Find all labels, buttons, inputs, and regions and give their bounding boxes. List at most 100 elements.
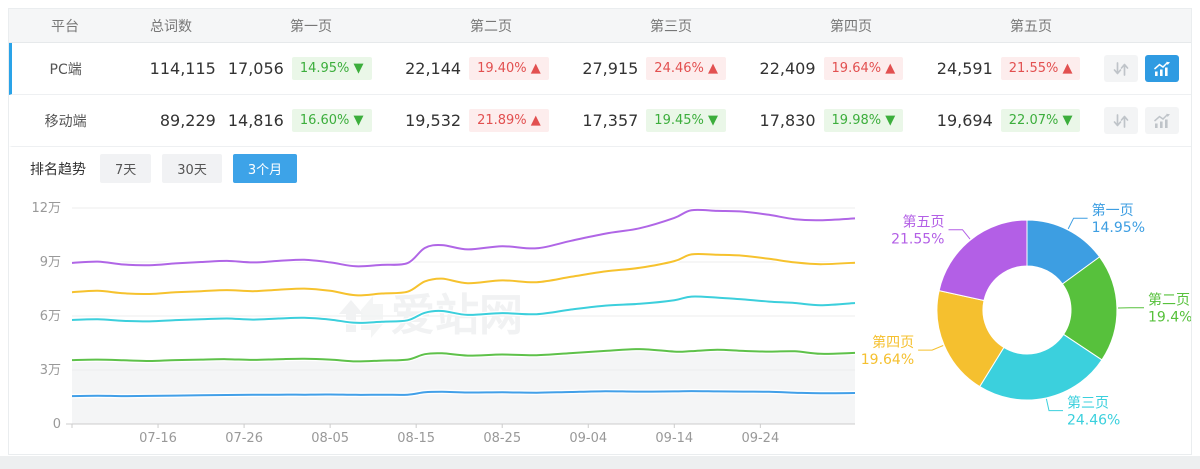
donut-label-percent: 24.46%	[1067, 413, 1120, 429]
sort-arrows-button[interactable]	[1104, 55, 1138, 82]
line-第五页	[71, 208, 856, 268]
y-axis-label: 6万	[40, 309, 61, 324]
header-page-1: 第一页	[290, 18, 332, 35]
donut-leader-line	[918, 345, 944, 351]
page2-cell: 19,532 21.89% ▲	[395, 109, 572, 132]
page4-count: 22,409	[759, 59, 816, 78]
line-halo-第五页	[71, 207, 856, 269]
page1-count: 17,056	[227, 59, 284, 78]
donut-leader-line	[948, 229, 971, 240]
donut-label-percent: 19.4%	[1148, 310, 1191, 326]
line-第一页	[71, 390, 856, 398]
donut-label-name: 第一页	[1092, 202, 1134, 219]
y-axis-label: 3万	[40, 363, 61, 378]
x-axis-label: 08-05	[311, 431, 349, 446]
line-第四页	[71, 253, 856, 297]
donut-slice-第四页	[936, 290, 1005, 388]
page1-change-badge: 16.60% ▼	[291, 109, 372, 132]
page3-cell: 27,915 24.46% ▲	[572, 57, 749, 80]
page4-cell: 22,409 19.64% ▲	[750, 57, 927, 80]
header-page-2: 第二页	[470, 18, 512, 35]
page4-change-badge: 19.64% ▲	[823, 57, 904, 80]
table-header-row: 平台 总词数 第一页 第二页 第三页 第四页 第五页	[9, 9, 1191, 43]
page1-change-badge: 14.95% ▼	[291, 57, 372, 80]
trend-chart-button[interactable]	[1145, 107, 1179, 134]
page5-change-badge: 22.07% ▼	[1000, 109, 1081, 132]
page5-count: 24,591	[936, 59, 993, 78]
page-share-donut-chart: 第一页 14.95% 第二页 19.4% 第三页 24.46% 第四页 19.64% 第五页 21…	[861, 190, 1193, 454]
trend-chart-icon	[1154, 61, 1170, 76]
sort-arrows-button[interactable]	[1104, 107, 1138, 134]
header-platform: 平台	[51, 18, 79, 35]
page2-change-badge: 19.40% ▲	[469, 57, 549, 80]
page1-cell: 17,056 14.95% ▼	[218, 57, 395, 80]
donut-label-name: 第三页	[1067, 395, 1109, 412]
tab-7days[interactable]: 7天	[100, 154, 152, 183]
page3-count: 27,915	[582, 59, 639, 78]
page5-cell: 19,694 22.07% ▼	[927, 109, 1104, 132]
total-words-value: 89,229	[159, 111, 216, 130]
donut-slice-第三页	[979, 333, 1103, 401]
donut-leader-line	[1067, 217, 1088, 230]
trend-chart-button[interactable]	[1145, 55, 1179, 82]
header-page-3: 第三页	[650, 18, 692, 35]
page4-count: 17,830	[759, 111, 816, 130]
table-row-mobile[interactable]: 移动端 89,229 14,816 16.60% ▼ 19,532 21.89%…	[9, 95, 1191, 147]
y-axis-label: 12万	[31, 201, 61, 216]
trend-line-chart: 爱站网 0 3万 6万 9万 12万 07-16 07-26 08-05 08-15 08-25 09…	[9, 190, 861, 454]
page5-count: 19,694	[936, 111, 993, 130]
page1-count: 14,816	[227, 111, 284, 130]
y-axis-label: 0	[53, 417, 61, 432]
page2-count: 19,532	[405, 111, 462, 130]
line-第二页	[71, 348, 856, 363]
page3-cell: 17,357 19.45% ▼	[572, 109, 749, 132]
sort-arrows-icon	[1113, 113, 1129, 128]
donut-label-percent: 21.55%	[891, 232, 944, 248]
donut-label-percent: 19.64%	[861, 352, 914, 368]
page5-cell: 24,591 21.55% ▲	[927, 57, 1104, 80]
trend-title: 排名趋势	[30, 161, 86, 178]
page3-change-badge: 19.45% ▼	[646, 109, 726, 132]
x-axis-label: 09-14	[655, 431, 693, 446]
x-axis-label: 07-26	[225, 431, 263, 446]
keyword-rank-dashboard: 平台 总词数 第一页 第二页 第三页 第四页 第五页 PC端 114,115 1…	[0, 0, 1200, 456]
page4-change-badge: 19.98% ▼	[823, 109, 904, 132]
donut-label-percent: 14.95%	[1092, 220, 1145, 236]
rank-card: 平台 总词数 第一页 第二页 第三页 第四页 第五页 PC端 114,115 1…	[8, 8, 1192, 455]
platform-label: 移动端	[44, 113, 87, 130]
page3-count: 17,357	[582, 111, 639, 130]
total-words-value: 114,115	[149, 59, 216, 78]
rank-table: 平台 总词数 第一页 第二页 第三页 第四页 第五页 PC端 114,115 1…	[9, 9, 1191, 147]
area-fill	[72, 349, 855, 424]
page1-cell: 14,816 16.60% ▼	[218, 109, 395, 132]
page2-change-badge: 21.89% ▲	[469, 109, 549, 132]
y-axis-label: 9万	[40, 255, 61, 270]
table-row-pc[interactable]: PC端 114,115 17,056 14.95% ▼ 22,144 19.40…	[9, 43, 1191, 95]
header-total-words: 总词数	[150, 18, 192, 35]
charts-area: 爱站网 0 3万 6万 9万 12万 07-16 07-26 08-05 08-15 08-25 09…	[9, 190, 1193, 454]
donut-label-name: 第五页	[902, 214, 944, 231]
trend-toolbar: 排名趋势 7天 30天 3个月	[9, 147, 1191, 190]
x-axis-label: 09-04	[569, 431, 607, 446]
x-axis-label: 08-15	[397, 431, 435, 446]
donut-label-name: 第四页	[872, 334, 914, 351]
donut-slice-第五页	[938, 219, 1028, 302]
trend-chart-icon	[1154, 113, 1170, 128]
page3-change-badge: 24.46% ▲	[646, 57, 726, 80]
donut-leader-line	[1045, 398, 1063, 412]
header-page-5: 第五页	[1010, 18, 1052, 35]
line-第三页	[71, 295, 856, 324]
tab-30days[interactable]: 30天	[162, 154, 222, 183]
x-axis-label: 07-16	[139, 431, 177, 446]
page5-change-badge: 21.55% ▲	[1000, 57, 1081, 80]
sort-arrows-icon	[1113, 61, 1129, 76]
page4-cell: 17,830 19.98% ▼	[750, 109, 927, 132]
x-axis-label: 08-25	[483, 431, 521, 446]
platform-label: PC端	[49, 61, 82, 78]
tab-3months[interactable]: 3个月	[232, 154, 298, 183]
x-axis-label: 09-24	[741, 431, 779, 446]
header-page-4: 第四页	[830, 18, 872, 35]
page2-count: 22,144	[405, 59, 462, 78]
